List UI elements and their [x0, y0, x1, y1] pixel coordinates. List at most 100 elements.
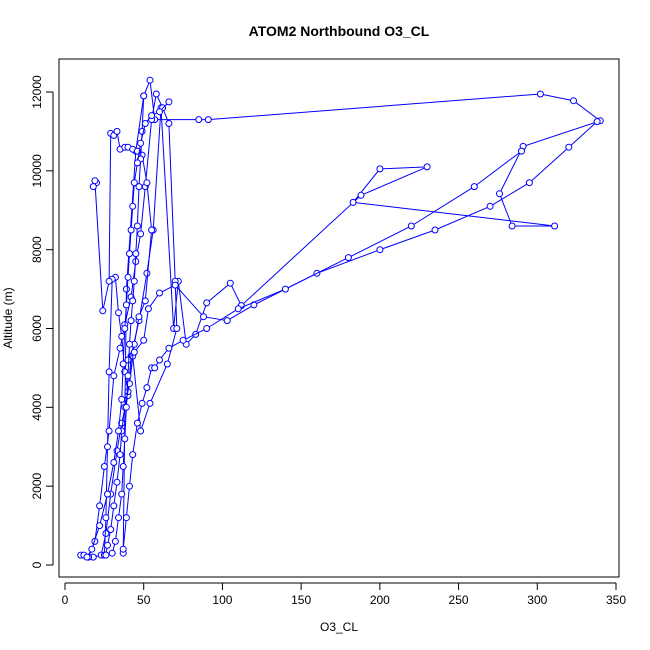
x-tick-label: 150 — [291, 593, 311, 607]
data-point — [496, 190, 503, 198]
data-point — [100, 463, 108, 470]
data-point — [137, 230, 145, 238]
y-axis: 0 2000 4000 6000 8000 10000 12000 — [30, 75, 54, 568]
data-point — [127, 317, 135, 325]
data-point — [281, 285, 289, 293]
data-point — [551, 222, 559, 230]
data-point — [122, 514, 130, 522]
data-point — [141, 120, 149, 127]
data-point — [105, 368, 113, 376]
data-point — [102, 514, 110, 522]
x-axis-label: O3_CL — [320, 620, 358, 634]
data-point — [470, 183, 478, 191]
data-point — [137, 139, 145, 147]
data-point — [536, 90, 544, 98]
y-tick-label: 8000 — [30, 236, 44, 263]
data-point — [126, 482, 133, 490]
data-point — [124, 273, 132, 281]
data-point — [129, 202, 137, 210]
data-point — [96, 502, 104, 510]
y-tick-label: 12000 — [30, 75, 44, 109]
data-point — [118, 490, 126, 498]
data-point — [135, 313, 143, 321]
y-tick-label: 6000 — [30, 315, 44, 342]
data-point — [110, 502, 118, 510]
data-point — [165, 344, 173, 352]
data-point — [104, 443, 111, 451]
data-point — [138, 399, 146, 407]
data-point — [111, 537, 119, 545]
data-point — [121, 325, 129, 332]
data-point — [156, 289, 163, 297]
data-point — [407, 222, 415, 230]
series-layer — [77, 76, 604, 561]
data-point — [127, 226, 135, 234]
data-point — [195, 116, 203, 124]
data-point — [119, 463, 127, 470]
data-point — [141, 297, 149, 305]
data-point — [165, 98, 173, 106]
x-tick-label: 50 — [137, 593, 151, 607]
data-point — [130, 179, 138, 187]
data-point — [143, 384, 151, 392]
data-point — [126, 250, 133, 258]
data-point — [165, 120, 173, 127]
data-point — [137, 427, 145, 435]
data-point — [171, 281, 179, 289]
data-point — [116, 344, 124, 352]
x-tick-label: 350 — [606, 593, 626, 607]
data-point — [119, 545, 127, 553]
data-point — [132, 250, 140, 258]
data-point — [151, 364, 159, 372]
data-point — [152, 90, 160, 98]
data-point — [122, 301, 130, 309]
data-point — [115, 309, 122, 317]
data-point — [130, 277, 138, 285]
data-point — [124, 372, 132, 380]
data-point — [115, 514, 122, 522]
series-line — [111, 95, 145, 554]
series-line — [92, 130, 153, 556]
data-point — [118, 332, 126, 340]
x-tick-label: 300 — [527, 593, 547, 607]
data-point — [349, 198, 357, 206]
series-line — [127, 121, 598, 361]
data-point — [148, 226, 156, 234]
data-point — [113, 478, 121, 486]
data-point — [143, 269, 151, 277]
x-tick-label: 0 — [62, 593, 69, 607]
y-tick-label: 2000 — [30, 472, 44, 499]
data-point — [423, 163, 431, 171]
data-point — [110, 459, 118, 466]
data-point — [122, 403, 130, 411]
plot-frame — [58, 58, 620, 578]
data-point — [122, 285, 130, 293]
data-point — [140, 92, 148, 100]
data-point — [357, 191, 365, 199]
data-point — [565, 143, 573, 151]
data-point — [99, 307, 107, 315]
data-point — [83, 553, 91, 561]
y-tick-label: 10000 — [30, 154, 44, 188]
data-point — [200, 313, 207, 321]
data-point — [133, 419, 141, 427]
data-point — [148, 112, 156, 120]
data-point — [135, 183, 143, 191]
data-point — [431, 226, 439, 234]
data-point — [593, 118, 601, 126]
data-point — [89, 183, 97, 191]
data-point — [124, 356, 132, 364]
data-point — [104, 541, 111, 549]
data-point — [108, 549, 116, 557]
y-axis-label: Altitude (m) — [1, 287, 15, 348]
data-point — [203, 299, 211, 307]
data-point — [525, 179, 533, 187]
data-point — [144, 305, 152, 313]
data-point — [129, 451, 137, 459]
data-point — [163, 360, 171, 368]
data-point — [119, 360, 127, 368]
data-point — [508, 222, 516, 230]
data-point — [105, 427, 113, 435]
data-point — [156, 108, 163, 116]
data-point — [518, 147, 525, 155]
